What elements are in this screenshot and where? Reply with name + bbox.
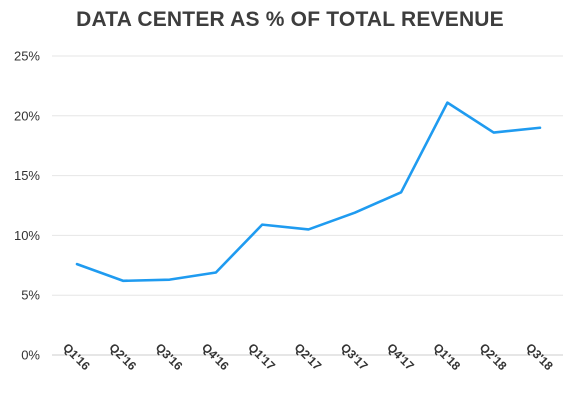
- x-tick-label: Q1'16: [60, 340, 93, 373]
- data-point: [539, 127, 541, 129]
- x-tick-label: Q3'16: [153, 340, 186, 373]
- data-point: [446, 101, 448, 103]
- y-tick-label: 15%: [14, 168, 40, 183]
- x-tick-label: Q4'17: [384, 340, 417, 373]
- x-tick-label: Q2'16: [106, 340, 139, 373]
- data-point: [261, 223, 263, 225]
- data-point: [307, 228, 309, 230]
- grid-layer: [52, 55, 563, 296]
- x-tick-label: Q2'18: [477, 340, 510, 373]
- y-tick-label: 10%: [14, 228, 40, 243]
- y-tick-label: 0%: [21, 348, 40, 363]
- y-tick-label: 25%: [14, 49, 40, 64]
- x-tick-label: Q1'17: [245, 340, 278, 373]
- y-tick-labels: 0% 5% 10% 15% 20% 25%: [14, 49, 40, 363]
- y-tick-label: 5%: [21, 288, 40, 303]
- data-point: [354, 211, 356, 213]
- x-tick-label: Q3'18: [523, 340, 556, 373]
- series-line: [75, 101, 542, 283]
- data-point: [215, 271, 217, 273]
- x-tick-label: Q3'17: [338, 340, 371, 373]
- x-tick-labels: Q1'16 Q2'16 Q3'16 Q4'16 Q1'17 Q2'17 Q3'17 Q4'17…: [60, 340, 556, 373]
- data-point: [168, 278, 170, 280]
- data-point: [76, 263, 78, 265]
- data-point: [400, 191, 402, 193]
- x-tick-label: Q4'16: [199, 340, 232, 373]
- series-layer: [75, 101, 542, 283]
- y-tick-label: 20%: [14, 108, 40, 123]
- data-point: [493, 131, 495, 133]
- data-point: [122, 280, 124, 282]
- x-tick-label: Q2'17: [292, 340, 325, 373]
- x-tick-label: Q1'18: [430, 340, 463, 373]
- chart-title: DATA CENTER AS % OF TOTAL REVENUE: [76, 8, 504, 31]
